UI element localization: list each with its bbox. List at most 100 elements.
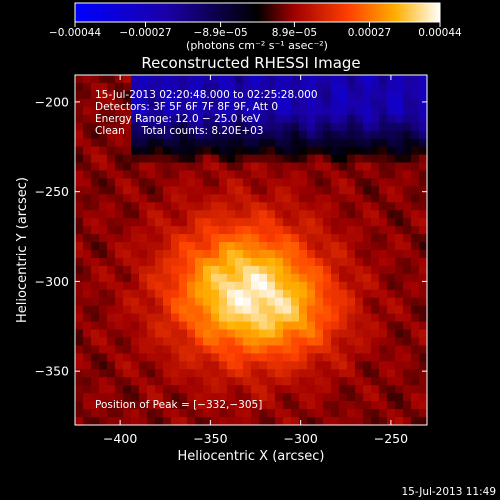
heatmap-cell (179, 162, 188, 172)
heatmap-cell (163, 186, 172, 195)
heatmap-cell (123, 305, 132, 315)
heatmap-cell (323, 297, 332, 307)
heatmap-cell (307, 361, 316, 370)
heatmap-cell (387, 82, 396, 92)
heatmap-cell (259, 265, 268, 275)
heatmap-image (75, 75, 427, 425)
heatmap-cell (123, 257, 132, 267)
heatmap-cell (379, 218, 388, 227)
heatmap-cell (147, 130, 156, 140)
heatmap-cell (291, 154, 300, 164)
heatmap-cell (307, 281, 316, 291)
heatmap-cell (291, 385, 300, 394)
heatmap-cell (299, 146, 308, 156)
heatmap-cell (403, 273, 412, 283)
heatmap-cell (355, 409, 364, 418)
heatmap-cell (179, 130, 188, 140)
heatmap-cell (355, 250, 364, 259)
heatmap-cell (163, 130, 172, 140)
heatmap-cell (179, 273, 188, 283)
heatmap-cell (203, 75, 212, 84)
heatmap-cell (387, 98, 396, 108)
heatmap-cell (267, 146, 276, 156)
heatmap-cell (155, 345, 164, 354)
heatmap-cell (75, 377, 84, 386)
heatmap-cell (131, 114, 140, 124)
heatmap-cell (371, 226, 380, 235)
heatmap-cell (259, 178, 268, 187)
heatmap-cell (299, 250, 308, 259)
heatmap-cell (75, 361, 84, 370)
heatmap-cell (163, 353, 172, 362)
heatmap-cell (107, 289, 116, 299)
heatmap-cell (195, 353, 204, 362)
heatmap-cell (123, 361, 132, 370)
heatmap-cell (155, 226, 164, 235)
heatmap-cell (307, 385, 316, 394)
heatmap-cell (163, 257, 172, 267)
heatmap-cell (179, 417, 188, 425)
heatmap-cell (355, 122, 364, 132)
heatmap-cell (267, 409, 276, 418)
heatmap-cell (123, 242, 132, 251)
heatmap-cell (107, 273, 116, 283)
heatmap-cell (323, 186, 332, 195)
heatmap-cell (419, 337, 427, 347)
heatmap-cell (227, 250, 236, 259)
heatmap-cell (83, 75, 92, 84)
heatmap-cell (275, 114, 284, 124)
heatmap-cell (307, 162, 316, 172)
heatmap-cell (219, 130, 228, 140)
heatmap-cell (379, 154, 388, 164)
heatmap-cell (187, 297, 196, 307)
heatmap-cell (275, 170, 284, 179)
heatmap-cell (171, 313, 180, 323)
heatmap-cell (323, 234, 332, 243)
heatmap-cell (155, 313, 164, 323)
heatmap-cell (131, 234, 140, 243)
heatmap-cell (251, 234, 260, 243)
heatmap-cell (235, 265, 244, 275)
heatmap-cell (339, 218, 348, 227)
heatmap-cell (331, 146, 340, 156)
heatmap-cell (339, 98, 348, 108)
heatmap-cell (235, 353, 244, 362)
heatmap-cell (259, 202, 268, 211)
heatmap-cell (195, 178, 204, 187)
heatmap-cell (267, 273, 276, 283)
heatmap-cell (339, 210, 348, 219)
heatmap-cell (371, 122, 380, 132)
heatmap-cell (387, 353, 396, 362)
heatmap-cell (403, 297, 412, 307)
heatmap-cell (139, 361, 148, 370)
heatmap-cell (411, 369, 420, 378)
heatmap-cell (179, 218, 188, 227)
heatmap-cell (371, 281, 380, 291)
heatmap-cell (195, 114, 204, 124)
heatmap-cell (347, 337, 356, 347)
heatmap-cell (211, 377, 220, 386)
heatmap-cell (227, 75, 236, 84)
heatmap-cell (323, 226, 332, 235)
heatmap-cell (371, 353, 380, 362)
heatmap-cell (171, 218, 180, 227)
heatmap-cell (163, 337, 172, 347)
heatmap-cell (203, 321, 212, 331)
heatmap-cell (339, 90, 348, 100)
heatmap-cell (251, 353, 260, 362)
heatmap-cell (211, 417, 220, 425)
heatmap-cell (371, 154, 380, 164)
heatmap-cell (147, 273, 156, 283)
heatmap-cell (411, 321, 420, 331)
heatmap-cell (147, 234, 156, 243)
heatmap-cell (283, 234, 292, 243)
heatmap-cell (371, 130, 380, 140)
heatmap-cell (123, 170, 132, 179)
heatmap-cell (115, 409, 124, 418)
heatmap-cell (395, 226, 404, 235)
heatmap-cell (163, 385, 172, 394)
heatmap-cell (403, 186, 412, 195)
heatmap-cell (339, 265, 348, 275)
heatmap-cell (83, 218, 92, 227)
heatmap-cell (259, 162, 268, 172)
